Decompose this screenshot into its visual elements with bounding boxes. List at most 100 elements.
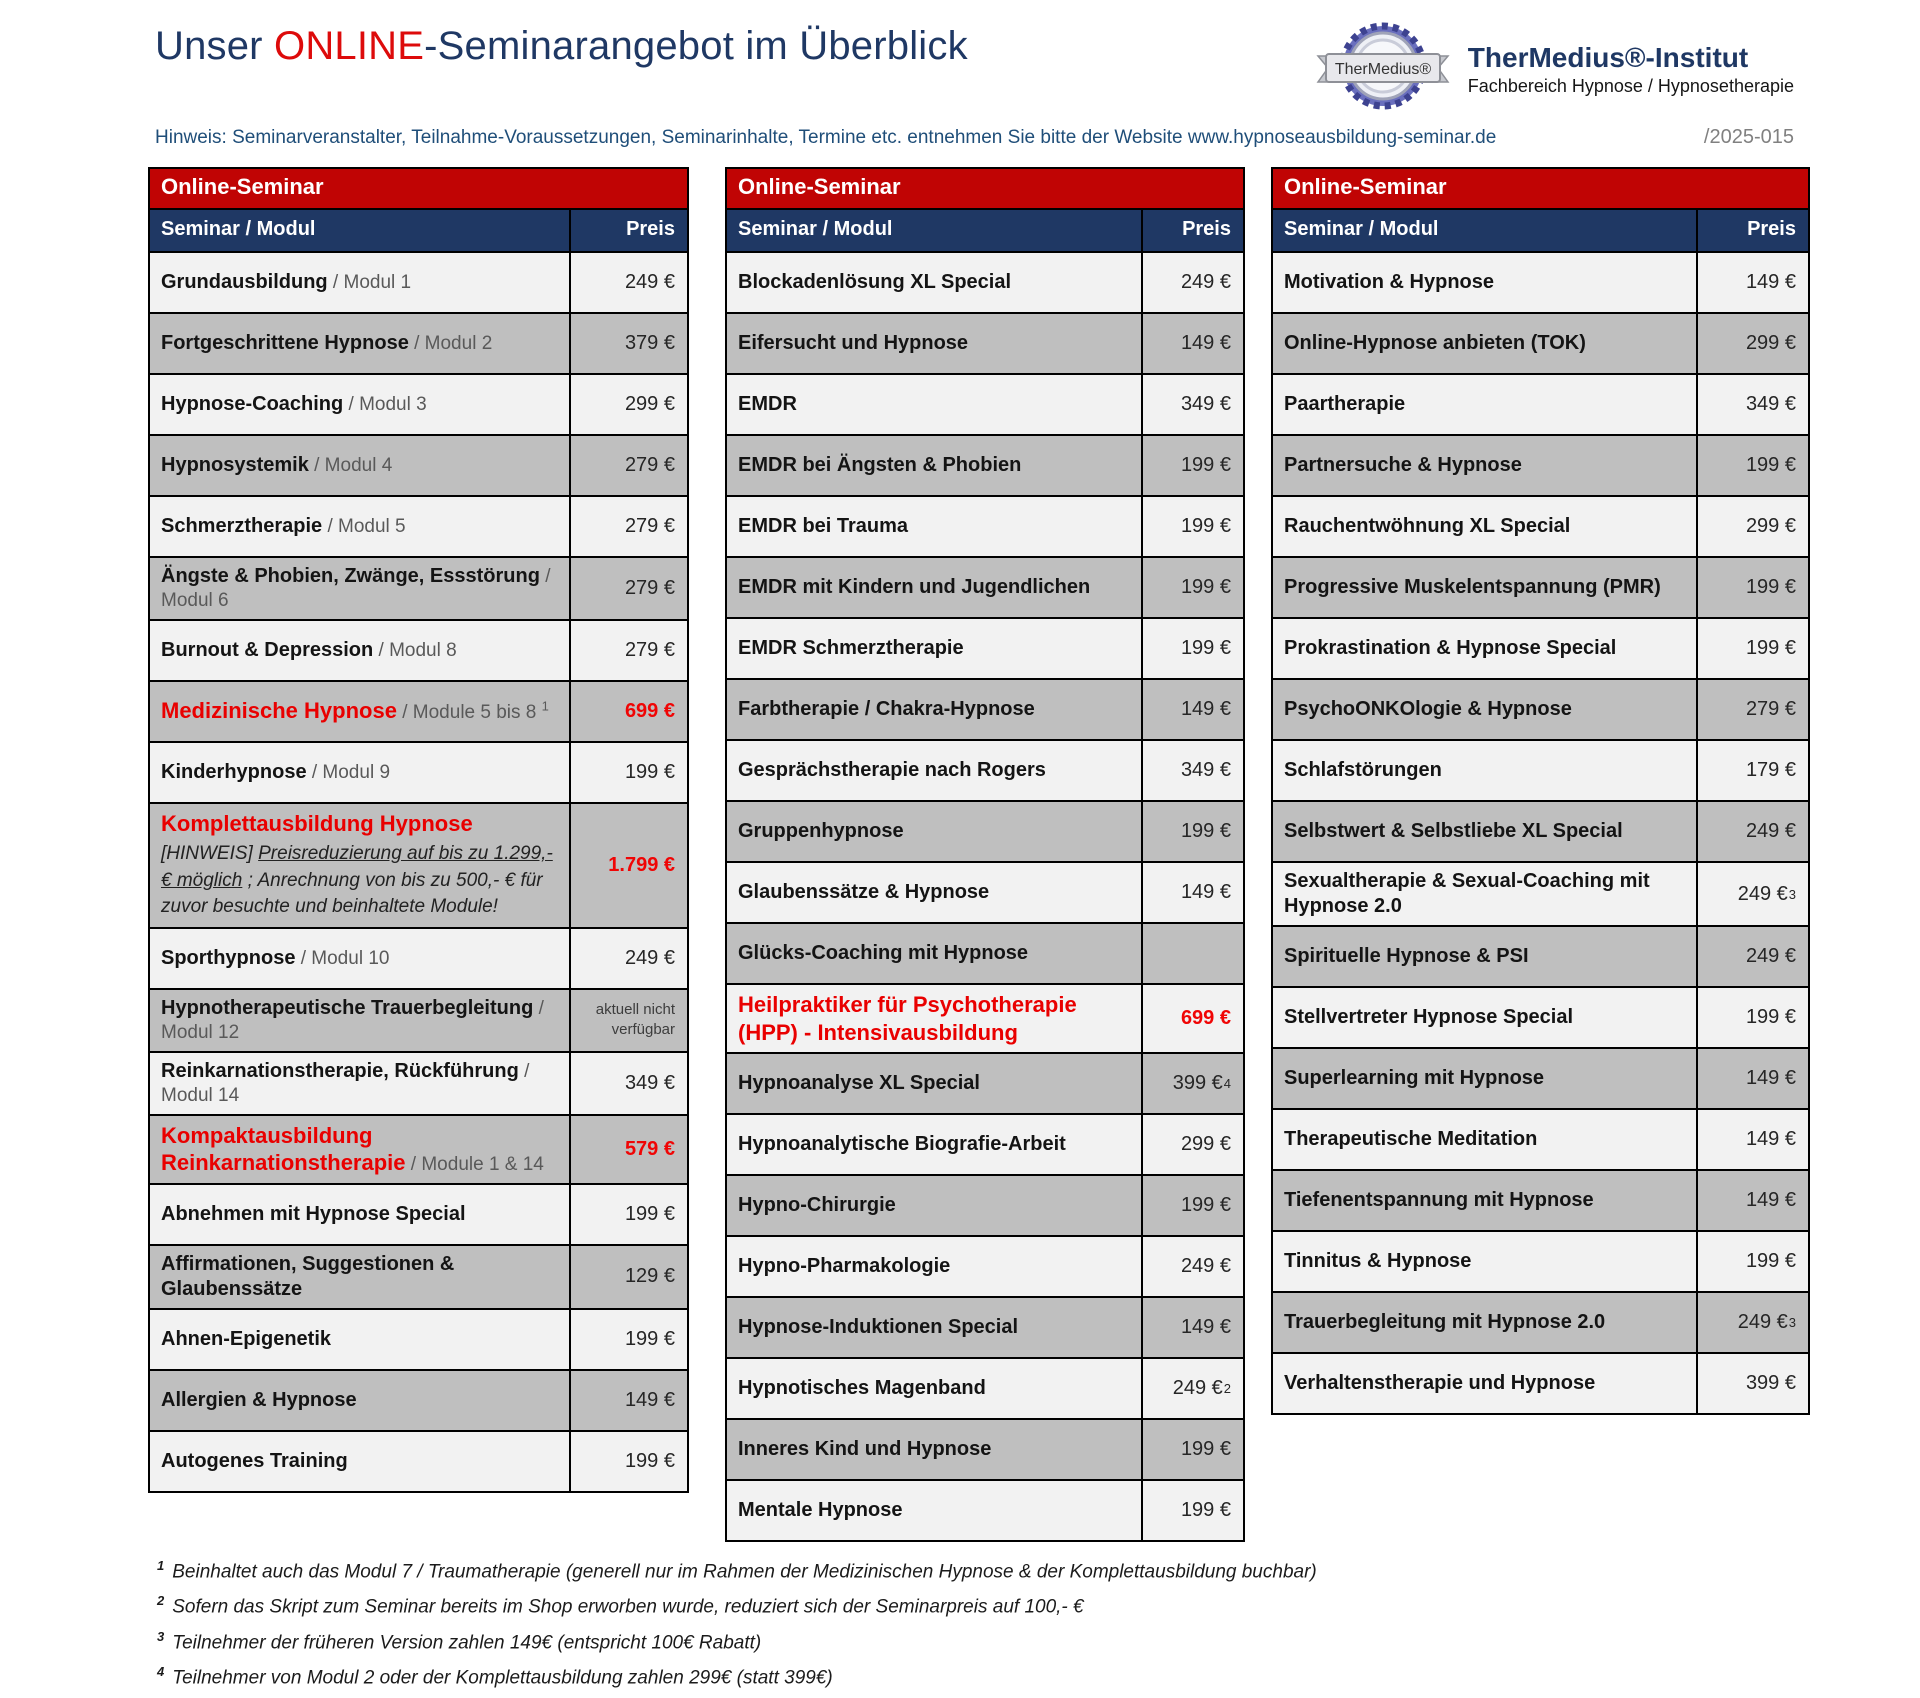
seminar-name-cell: Prokrastination & Hypnose Special (1273, 619, 1698, 678)
table-title-bar: Online-Seminar (727, 169, 1243, 210)
seminar-name-cell: Gruppenhypnose (727, 802, 1143, 861)
seminar-price-cell: 149 € (1698, 1049, 1808, 1108)
table-row: Glaubenssätze & Hypnose 149 € (727, 863, 1243, 924)
seminar-name-cell: Hypnoanalyse XL Special (727, 1054, 1143, 1113)
seminar-price-cell: 249 € (1698, 802, 1808, 861)
table-row: Kompaktausbildung Reinkarnationstherapie… (150, 1115, 687, 1185)
table-row: Eifersucht und Hypnose 149 € (727, 314, 1243, 375)
seminar-name-cell: Sporthypnose / Modul 10 (150, 929, 571, 989)
seminar-title: PsychoONKOlogie & Hypnose (1284, 698, 1572, 720)
seminar-table-3: Online-Seminar Seminar / Modul Preis Mot… (1271, 167, 1810, 1415)
price-value: 199 € (1180, 1499, 1231, 1521)
table-row: Prokrastination & Hypnose Special 199 € (1273, 619, 1808, 680)
seminar-price-cell: 279 € (571, 621, 687, 680)
seminar-price-cell (1143, 924, 1243, 983)
column-header-price: Preis (1747, 218, 1796, 240)
table-header-row: Seminar / Modul Preis (150, 210, 687, 253)
seminar-title: Ahnen-Epigenetik (161, 1327, 332, 1350)
table-row: Stellvertreter Hypnose Special 199 € (1273, 988, 1808, 1049)
seminar-title: Rauchentwöhnung XL Special (1284, 515, 1571, 537)
price-value: 199 € (1745, 1250, 1796, 1272)
price-value: 1.799 € (608, 853, 675, 876)
seminar-price-cell: 129 € (571, 1246, 687, 1308)
footnote-text: Teilnehmer von Modul 2 oder der Komplett… (172, 1667, 833, 1689)
seminar-name-cell: Tiefenentspannung mit Hypnose (1273, 1171, 1698, 1230)
seminar-name-cell: EMDR bei Trauma (727, 497, 1143, 556)
module-suffix: / Modul 9 (306, 761, 391, 783)
seminar-price-cell: 199 € (1143, 802, 1243, 861)
price-value: 299 € (1745, 515, 1796, 537)
footnote: 4 Teilnehmer von Modul 2 oder der Komplet… (157, 1663, 833, 1689)
price-value: 149 € (1745, 1128, 1796, 1150)
seminar-name-cell: PsychoONKOlogie & Hypnose (1273, 680, 1698, 739)
seminar-title: Tinnitus & Hypnose (1284, 1250, 1472, 1272)
seminar-price-cell: 379 € (571, 314, 687, 373)
price-value: 149 € (1180, 332, 1231, 354)
price-value: 299 € (1745, 332, 1796, 354)
price-value: 199 € (1180, 1438, 1231, 1460)
thermedius-seal-icon: TherMedius® (1316, 22, 1450, 110)
seminar-name-cell: Fortgeschrittene Hypnose / Modul 2 (150, 314, 571, 373)
price-value: 699 € (624, 699, 675, 722)
table-row: Farbtherapie / Chakra-Hypnose 149 € (727, 680, 1243, 741)
seminar-title: EMDR bei Ängsten & Phobien (738, 454, 1022, 476)
module-suffix: / Modul 2 (408, 333, 493, 354)
seminar-name-cell: Abnehmen mit Hypnose Special (150, 1184, 571, 1244)
seminar-title: Glücks-Coaching mit Hypnose (738, 942, 1029, 964)
price-value: 299 € (624, 393, 675, 415)
footnotes: 1 Beinhaltet auch das Modul 7 / Traumathe… (157, 1558, 1920, 1689)
table-row: Hypnose-Induktionen Special 149 € (727, 1298, 1243, 1359)
title-highlight: ONLINE (274, 24, 425, 68)
seminar-name-cell: Kompaktausbildung Reinkarnationstherapie… (150, 1115, 571, 1183)
seminar-name-cell: Grundausbildung / Modul 1 (150, 253, 571, 312)
seminar-name-cell: Hypnose-Coaching / Modul 3 (150, 375, 571, 434)
seminar-price-cell: 399 € (1698, 1354, 1808, 1413)
seminar-name-cell: Hypno-Pharmakologie (727, 1237, 1143, 1296)
seminar-title: Grundausbildung (161, 271, 328, 293)
seminar-title: EMDR bei Trauma (738, 515, 909, 537)
seminar-price-cell: 199 € (1698, 988, 1808, 1047)
seminar-title: Progressive Muskelentspannung (PMR) (1284, 576, 1661, 598)
seminar-price-cell: 199 € (1143, 558, 1243, 617)
module-suffix: / Modul 8 (373, 639, 457, 661)
institute-name: TherMedius®-Institut (1467, 41, 1749, 73)
seminar-price-cell: 199 € (1698, 558, 1808, 617)
seminar-title: Paartherapie (1284, 393, 1406, 415)
table-row: Glücks-Coaching mit Hypnose (727, 924, 1243, 985)
table-body: Blockadenlösung XL Special 249 € Eifersuch… (727, 253, 1243, 1540)
seminar-price-cell: 199 € (1143, 1176, 1243, 1235)
seminar-name-cell: Hypno-Chirurgie (727, 1176, 1143, 1235)
seminar-price-cell: 149 € (1698, 253, 1808, 312)
price-value: 199 € (1180, 454, 1231, 476)
price-value: 279 € (624, 454, 675, 476)
price-value: 149 € (624, 1388, 675, 1411)
seminar-title: Hypnotherapeutische Trauerbegleitung (161, 997, 534, 1020)
seminar-name-cell: EMDR (727, 375, 1143, 434)
seminar-title: Hypno-Pharmakologie (738, 1255, 951, 1277)
price-value: 249 € (1737, 1311, 1788, 1333)
table-row: EMDR bei Ängsten & Phobien 199 € (727, 436, 1243, 497)
table-row: Hypnotisches Magenband 249 €2 (727, 1359, 1243, 1420)
seminar-title: Reinkarnationstherapie, Rückführung (161, 1059, 519, 1082)
seminar-name-cell: Stellvertreter Hypnose Special (1273, 988, 1698, 1047)
seminar-title: Prokrastination & Hypnose Special (1284, 637, 1617, 659)
price-value: 279 € (624, 638, 675, 661)
table-row: Reinkarnationstherapie, Rückführung / Mo… (150, 1052, 687, 1116)
seminar-price-cell: 249 €3 (1737, 1311, 1796, 1333)
seminar-price-cell: 349 € (1143, 741, 1243, 800)
price-value: 279 € (1745, 698, 1796, 720)
seminar-price-cell: 199 € (1143, 436, 1243, 495)
price-value: 149 € (1180, 881, 1231, 903)
price-value: 149 € (1180, 698, 1231, 720)
table-row: Affirmationen, Suggestionen & Glaubenssä… (150, 1245, 687, 1310)
price-value: 149 € (1180, 1316, 1231, 1338)
seminar-price-cell: 149 € (571, 1371, 687, 1430)
module-suffix: / Modul 10 (295, 948, 390, 970)
seminar-price-cell: 299 € (571, 375, 687, 434)
seminar-name-cell: Therapeutische Meditation (1273, 1110, 1698, 1169)
seminar-name-cell: Affirmationen, Suggestionen & Glaubenssä… (150, 1245, 571, 1308)
price-value: 379 € (624, 332, 675, 354)
table-row: Trauerbegleitung mit Hypnose 2.0 249 €3 (1273, 1293, 1808, 1354)
seminar-name-cell: Autogenes Training (150, 1431, 571, 1491)
column-header-seminar: Seminar / Modul (727, 210, 1143, 251)
